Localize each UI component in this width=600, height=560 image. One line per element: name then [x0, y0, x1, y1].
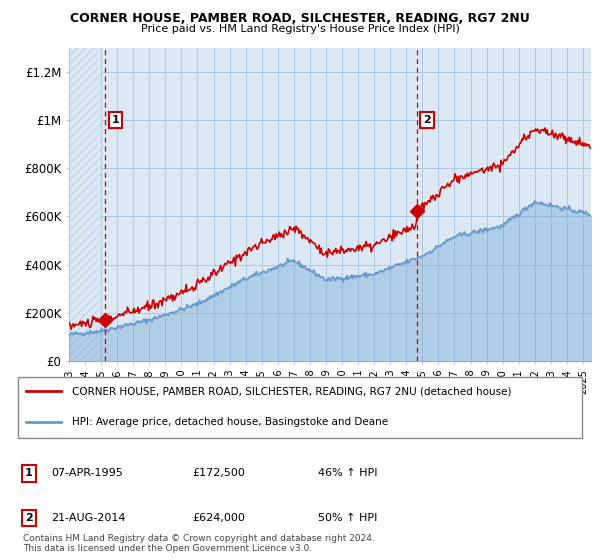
Bar — [69, 48, 101, 361]
Text: HPI: Average price, detached house, Basingstoke and Deane: HPI: Average price, detached house, Basi… — [73, 417, 388, 427]
Text: CORNER HOUSE, PAMBER ROAD, SILCHESTER, READING, RG7 2NU: CORNER HOUSE, PAMBER ROAD, SILCHESTER, R… — [70, 12, 530, 25]
Text: £624,000: £624,000 — [192, 513, 245, 523]
Text: 2: 2 — [25, 513, 32, 523]
Text: 07-APR-1995: 07-APR-1995 — [51, 468, 123, 478]
Text: CORNER HOUSE, PAMBER ROAD, SILCHESTER, READING, RG7 2NU (detached house): CORNER HOUSE, PAMBER ROAD, SILCHESTER, R… — [73, 386, 512, 396]
Text: £172,500: £172,500 — [192, 468, 245, 478]
Text: 2: 2 — [423, 115, 431, 125]
FancyBboxPatch shape — [18, 377, 582, 438]
Text: 1: 1 — [112, 115, 119, 125]
Text: 1: 1 — [25, 468, 32, 478]
Text: 21-AUG-2014: 21-AUG-2014 — [51, 513, 125, 523]
Text: Price paid vs. HM Land Registry's House Price Index (HPI): Price paid vs. HM Land Registry's House … — [140, 24, 460, 34]
Text: 50% ↑ HPI: 50% ↑ HPI — [318, 513, 377, 523]
Text: 46% ↑ HPI: 46% ↑ HPI — [318, 468, 377, 478]
Text: Contains HM Land Registry data © Crown copyright and database right 2024.
This d: Contains HM Land Registry data © Crown c… — [23, 534, 374, 553]
